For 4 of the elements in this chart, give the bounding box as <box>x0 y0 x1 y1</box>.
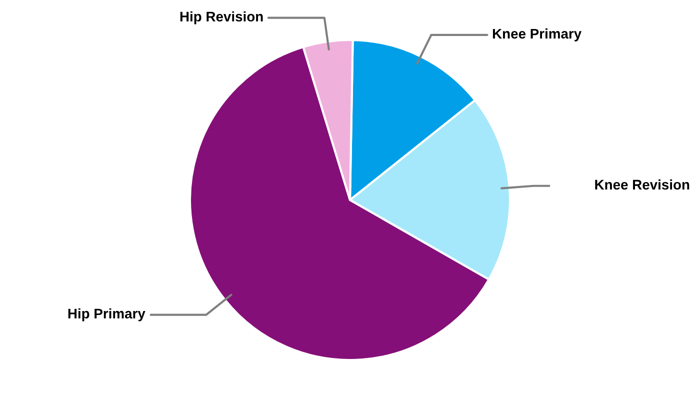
slice-label: Knee Revision <box>595 179 690 190</box>
slice-label: Knee Primary <box>492 28 582 42</box>
slice-label: Hip Revision <box>180 11 263 24</box>
slice-label: Hip Primary <box>68 308 146 322</box>
